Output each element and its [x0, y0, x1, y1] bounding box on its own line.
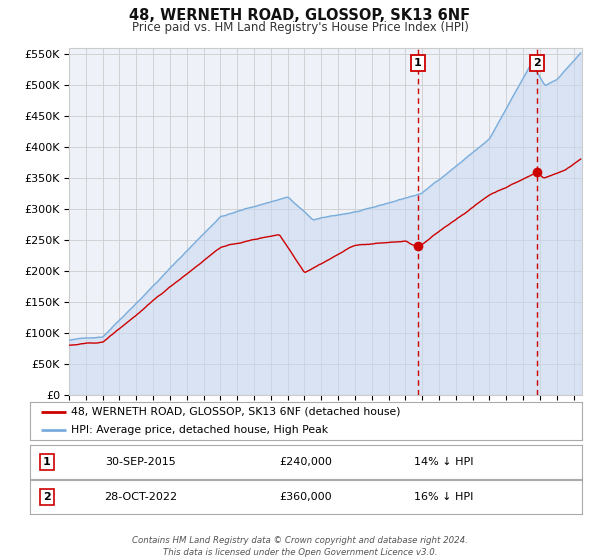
Text: Price paid vs. HM Land Registry's House Price Index (HPI): Price paid vs. HM Land Registry's House …: [131, 21, 469, 34]
Text: £360,000: £360,000: [280, 492, 332, 502]
Text: 30-SEP-2015: 30-SEP-2015: [105, 457, 176, 467]
Text: £240,000: £240,000: [280, 457, 332, 467]
Text: 48, WERNETH ROAD, GLOSSOP, SK13 6NF (detached house): 48, WERNETH ROAD, GLOSSOP, SK13 6NF (det…: [71, 407, 401, 417]
Text: 1: 1: [43, 457, 50, 467]
Text: 28-OCT-2022: 28-OCT-2022: [104, 492, 177, 502]
Text: 16% ↓ HPI: 16% ↓ HPI: [415, 492, 473, 502]
Text: HPI: Average price, detached house, High Peak: HPI: Average price, detached house, High…: [71, 426, 329, 436]
Text: 1: 1: [414, 58, 422, 68]
Text: 14% ↓ HPI: 14% ↓ HPI: [414, 457, 474, 467]
Text: 2: 2: [43, 492, 50, 502]
Text: 2: 2: [533, 58, 541, 68]
Text: Contains HM Land Registry data © Crown copyright and database right 2024.
This d: Contains HM Land Registry data © Crown c…: [132, 536, 468, 557]
Text: 48, WERNETH ROAD, GLOSSOP, SK13 6NF: 48, WERNETH ROAD, GLOSSOP, SK13 6NF: [130, 8, 470, 24]
